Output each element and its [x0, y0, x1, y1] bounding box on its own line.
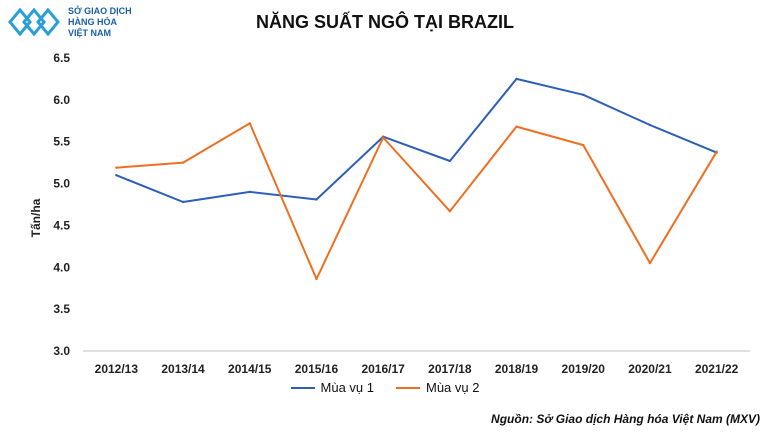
source-note: Nguồn: Sở Giao dịch Hàng hóa Việt Nam (M… — [491, 412, 760, 426]
chart-title: NĂNG SUẤT NGÔ TẠI BRAZIL — [256, 12, 514, 32]
legend-swatch-series-1 — [290, 386, 315, 389]
logo-mark-icon — [8, 7, 60, 37]
legend-item-series-2: Mùa vụ 2 — [396, 380, 479, 395]
y-tick-label: 3.5 — [53, 302, 70, 316]
x-tick-label: 2013/14 — [161, 362, 205, 376]
chart-axes: 3.0 3.5 4.0 4.5 5.0 5.5 6.0 6.5 2012/13 2013/14 20… — [53, 51, 750, 376]
x-tick-label: 2019/20 — [562, 362, 606, 376]
data-point-series-2 — [448, 209, 452, 213]
logo-line-3: VIỆT NAM — [68, 28, 112, 38]
logo-line-1: SỞ GIAO DỊCH — [68, 6, 132, 16]
y-tick-label: 6.0 — [53, 93, 70, 107]
x-tick-label: 2018/19 — [495, 362, 539, 376]
data-point-series-1 — [648, 123, 652, 127]
data-point-series-1 — [315, 198, 318, 201]
data-point-series-1 — [448, 159, 452, 163]
chart-series — [115, 77, 718, 281]
logo-line-2: HÀNG HÓA — [68, 17, 117, 27]
data-point-series-1 — [515, 77, 518, 81]
y-tick-label: 5.0 — [53, 177, 70, 191]
x-tick-label: 2016/17 — [361, 362, 405, 376]
x-tick-label: 2017/18 — [428, 362, 472, 376]
y-tick-label: 4.0 — [53, 260, 70, 274]
legend-label-series-2: Mùa vụ 2 — [426, 380, 480, 395]
series-line-2 — [116, 122, 718, 280]
x-tick-label: 2021/22 — [695, 362, 739, 376]
data-point-series-2 — [648, 261, 652, 265]
data-point-series-1 — [181, 200, 185, 204]
data-point-series-2 — [582, 143, 585, 147]
data-point-series-1 — [115, 174, 118, 177]
series-line-1 — [115, 77, 717, 203]
data-point-series-2 — [315, 277, 318, 281]
y-tick-label: 3.0 — [53, 344, 70, 358]
data-point-series-2 — [248, 122, 251, 125]
legend-swatch-series-2 — [396, 386, 420, 389]
data-point-series-1 — [248, 190, 251, 194]
y-tick-label: 6.5 — [53, 51, 70, 65]
x-tick-label: 2014/15 — [228, 362, 272, 376]
legend-item-series-1: Mùa vụ 1 — [290, 380, 374, 395]
x-tick-label: 2015/16 — [295, 362, 339, 376]
data-point-series-2 — [181, 161, 185, 164]
y-tick-label: 5.5 — [53, 135, 70, 149]
x-tick-label: 2020/21 — [628, 362, 672, 376]
data-point-series-1 — [582, 93, 585, 97]
data-point-series-2 — [515, 125, 518, 128]
legend-label-series-1: Mùa vụ 1 — [320, 380, 374, 395]
logo-text: SỞ GIAO DỊCH HÀNG HÓA VIỆT NAM — [68, 6, 132, 39]
x-tick-label: 2012/13 — [95, 362, 139, 376]
y-tick-label: 4.5 — [53, 218, 70, 232]
data-point-series-2 — [381, 136, 385, 139]
data-point-series-2 — [715, 150, 718, 153]
data-point-series-2 — [115, 166, 118, 169]
y-axis-label: Tấn/ha — [29, 198, 43, 237]
chart-legend: Mùa vụ 1 Mùa vụ 2 — [0, 380, 770, 395]
brand-logo: SỞ GIAO DỊCH HÀNG HÓA VIỆT NAM — [6, 4, 156, 44]
